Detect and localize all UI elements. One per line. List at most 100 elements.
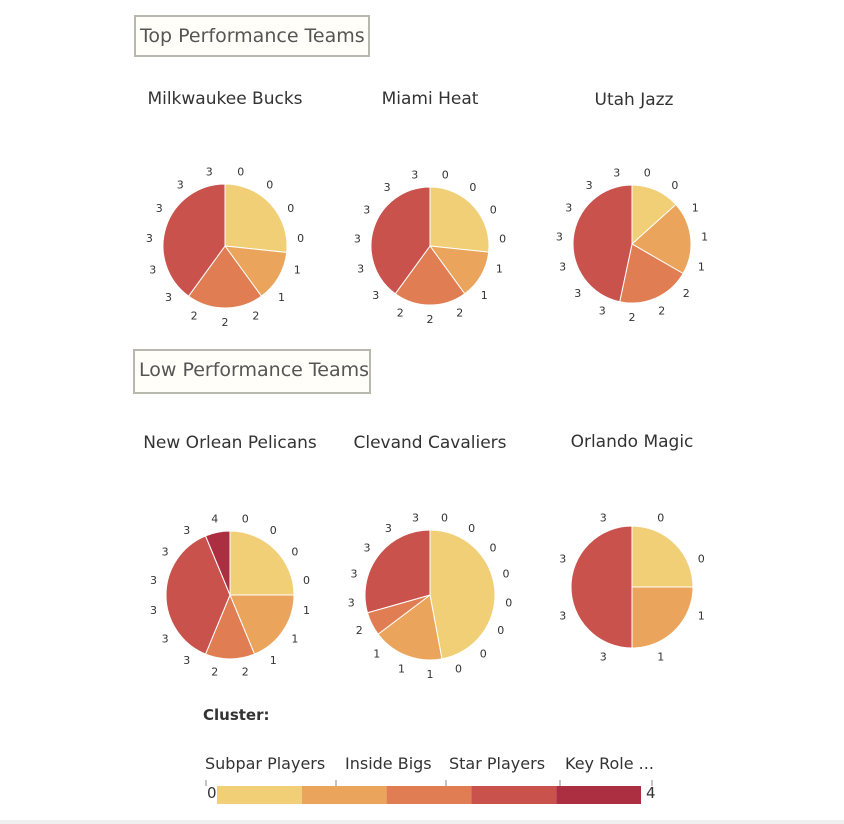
pie-label: 3 bbox=[559, 261, 566, 274]
pie-slice[interactable] bbox=[370, 186, 431, 295]
legend-title: Cluster: bbox=[203, 706, 270, 724]
pie-label: 0 bbox=[499, 232, 506, 245]
legend-label-3: Key Role ... bbox=[565, 754, 654, 773]
legend-min-label: 0 bbox=[207, 784, 217, 802]
pie-slice[interactable] bbox=[165, 535, 231, 655]
pie-slice[interactable] bbox=[619, 243, 684, 304]
pie-label: 3 bbox=[206, 166, 213, 179]
pie-slice[interactable] bbox=[224, 183, 288, 254]
pie-slice[interactable] bbox=[204, 530, 231, 596]
pie-label: 3 bbox=[599, 305, 606, 318]
team-title-magic: Orlando Magic bbox=[570, 432, 694, 452]
pie-slice[interactable] bbox=[229, 594, 295, 655]
pie-label: 0 bbox=[698, 552, 705, 565]
pie-label: 3 bbox=[586, 179, 593, 192]
pie-slice[interactable] bbox=[377, 594, 443, 661]
pie-label: 3 bbox=[150, 604, 157, 617]
pie-label: 3 bbox=[149, 264, 156, 277]
pie-slice[interactable] bbox=[631, 203, 692, 275]
pie-label: 3 bbox=[600, 512, 607, 525]
pie-slice[interactable] bbox=[187, 245, 263, 309]
pie-label: 0 bbox=[503, 567, 510, 580]
legend-label-0: Subpar Players bbox=[205, 754, 326, 773]
pie-label: 3 bbox=[156, 202, 163, 215]
pie-label: 1 bbox=[698, 261, 705, 274]
pie-label: 0 bbox=[270, 524, 277, 537]
pie-label: 3 bbox=[385, 522, 392, 535]
pie-label: 3 bbox=[162, 546, 169, 559]
team-title-cavaliers: Clevand Cavaliers bbox=[353, 433, 507, 453]
pie-slice[interactable] bbox=[429, 186, 490, 253]
pie-label: 0 bbox=[671, 179, 678, 192]
pie-label: 3 bbox=[351, 567, 358, 580]
legend-swatch bbox=[386, 786, 472, 804]
pie-label: 0 bbox=[441, 511, 448, 524]
pie-label: 0 bbox=[497, 624, 504, 637]
pie-slice[interactable] bbox=[394, 245, 466, 306]
pie-label: 0 bbox=[287, 202, 294, 215]
pie-label: 3 bbox=[363, 204, 370, 217]
pie-label: 3 bbox=[165, 291, 172, 304]
section-title-top: Top Performance Teams bbox=[134, 15, 370, 57]
pie-slice[interactable] bbox=[572, 184, 633, 303]
pie-label: 1 bbox=[692, 202, 699, 215]
pie-label: 2 bbox=[356, 624, 363, 637]
legend-swatch bbox=[556, 786, 641, 804]
pie-label: 1 bbox=[373, 647, 380, 660]
pie-label: 2 bbox=[658, 305, 665, 318]
pie-label: 2 bbox=[397, 307, 404, 320]
pie-slice[interactable] bbox=[364, 529, 431, 614]
legend-swatch bbox=[301, 786, 387, 804]
pie-label: 2 bbox=[456, 307, 463, 320]
legend-max-label: 4 bbox=[646, 784, 656, 802]
pie-label: 0 bbox=[266, 179, 273, 192]
pie-label: 1 bbox=[698, 610, 705, 623]
pie-label: 3 bbox=[372, 289, 379, 302]
pie-label: 1 bbox=[278, 291, 285, 304]
pie-label: 1 bbox=[398, 663, 405, 676]
pie-slice[interactable] bbox=[162, 183, 226, 297]
pie-label: 3 bbox=[162, 632, 169, 645]
pie-label: 2 bbox=[683, 287, 690, 300]
pie-label: 3 bbox=[183, 524, 190, 537]
pie-label: 3 bbox=[559, 610, 566, 623]
pie-label: 3 bbox=[600, 650, 607, 663]
pie-label: 1 bbox=[496, 263, 503, 276]
pie-label: 3 bbox=[150, 574, 157, 587]
pie-label: 0 bbox=[480, 647, 487, 660]
pie-label: 0 bbox=[303, 574, 310, 587]
pie-label: 0 bbox=[490, 541, 497, 554]
legend-label-2: Star Players bbox=[449, 754, 546, 773]
pie-label: 2 bbox=[427, 313, 434, 326]
pie-label: 0 bbox=[644, 167, 651, 180]
pie-slice[interactable] bbox=[631, 525, 694, 588]
pie-label: 2 bbox=[191, 309, 198, 322]
pie-label: 0 bbox=[291, 546, 298, 559]
pie-label: 3 bbox=[565, 202, 572, 215]
bottom-border bbox=[0, 820, 844, 824]
pie-label: 0 bbox=[237, 166, 244, 179]
pie-slice[interactable] bbox=[229, 530, 295, 596]
pie-slice[interactable] bbox=[429, 529, 496, 660]
section-title-top-text: Top Performance Teams bbox=[140, 25, 365, 47]
section-title-low-text: Low Performance Teams bbox=[139, 359, 370, 381]
pie-label: 3 bbox=[177, 179, 184, 192]
team-title-jazz: Utah Jazz bbox=[594, 90, 674, 110]
section-title-low: Low Performance Teams bbox=[133, 349, 371, 394]
pie-label: 2 bbox=[222, 316, 229, 329]
pie-label: 1 bbox=[481, 289, 488, 302]
pie-label: 0 bbox=[242, 513, 249, 526]
pie-label: 3 bbox=[354, 232, 361, 245]
pie-label: 1 bbox=[303, 604, 310, 617]
pie-label: 0 bbox=[297, 232, 304, 245]
pie-label: 1 bbox=[294, 264, 301, 277]
pie-slice[interactable] bbox=[570, 525, 633, 649]
legend-label-1: Inside Bigs bbox=[345, 754, 432, 773]
pie-label: 0 bbox=[455, 663, 462, 676]
pie-label: 1 bbox=[701, 230, 708, 243]
pie-label: 3 bbox=[613, 167, 620, 180]
pie-slice[interactable] bbox=[631, 586, 694, 649]
pie-label: 3 bbox=[384, 181, 391, 194]
